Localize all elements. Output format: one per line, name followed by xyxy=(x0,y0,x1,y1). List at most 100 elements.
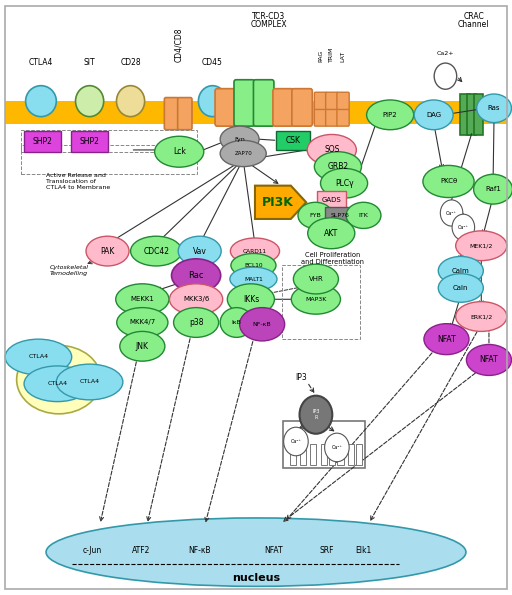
Text: nucleus: nucleus xyxy=(232,574,280,583)
Circle shape xyxy=(300,396,332,434)
Text: NF-κB: NF-κB xyxy=(188,546,211,556)
Text: p38: p38 xyxy=(189,318,203,327)
Text: CRAC: CRAC xyxy=(463,12,484,21)
FancyBboxPatch shape xyxy=(467,94,476,135)
Text: Ca²⁺: Ca²⁺ xyxy=(446,211,457,215)
Text: SOS: SOS xyxy=(324,145,339,155)
Text: SLP76: SLP76 xyxy=(331,213,349,218)
Text: ZAP70: ZAP70 xyxy=(234,151,252,156)
Text: MEKK1: MEKK1 xyxy=(131,296,154,302)
Ellipse shape xyxy=(456,302,507,331)
Ellipse shape xyxy=(423,165,474,198)
FancyBboxPatch shape xyxy=(337,444,344,465)
Text: CD4/CD8: CD4/CD8 xyxy=(174,28,183,62)
Ellipse shape xyxy=(231,253,276,277)
Text: Channel: Channel xyxy=(458,20,489,29)
FancyBboxPatch shape xyxy=(71,131,108,152)
Text: MAP3K: MAP3K xyxy=(305,297,327,302)
Text: CTLA4: CTLA4 xyxy=(47,381,68,386)
Text: JNK: JNK xyxy=(136,342,149,351)
Text: Ca2+: Ca2+ xyxy=(437,51,454,56)
Ellipse shape xyxy=(16,345,101,414)
Text: SIT: SIT xyxy=(84,58,95,67)
Ellipse shape xyxy=(169,284,223,315)
Text: Ras: Ras xyxy=(488,105,500,111)
Ellipse shape xyxy=(438,274,483,302)
FancyBboxPatch shape xyxy=(314,109,327,126)
Text: COMPLEX: COMPLEX xyxy=(250,20,287,29)
Ellipse shape xyxy=(346,202,381,228)
Ellipse shape xyxy=(155,136,204,167)
Text: IKKs: IKKs xyxy=(243,295,259,304)
Ellipse shape xyxy=(198,86,226,117)
Text: MKK3/6: MKK3/6 xyxy=(183,296,209,302)
Text: IP3: IP3 xyxy=(295,373,307,383)
Ellipse shape xyxy=(46,518,466,587)
Ellipse shape xyxy=(131,236,182,266)
Text: LAT: LAT xyxy=(340,51,346,62)
Circle shape xyxy=(440,200,463,226)
Circle shape xyxy=(452,214,475,240)
Ellipse shape xyxy=(456,231,507,261)
Circle shape xyxy=(284,427,308,456)
FancyBboxPatch shape xyxy=(292,89,312,126)
Text: NF-κB: NF-κB xyxy=(253,322,271,327)
FancyBboxPatch shape xyxy=(276,131,310,150)
FancyBboxPatch shape xyxy=(314,92,327,109)
Text: GADS: GADS xyxy=(322,197,342,203)
Ellipse shape xyxy=(220,308,253,337)
FancyBboxPatch shape xyxy=(460,94,470,135)
Ellipse shape xyxy=(56,364,123,400)
Ellipse shape xyxy=(116,284,169,315)
FancyBboxPatch shape xyxy=(283,421,365,468)
Text: CD45: CD45 xyxy=(202,58,223,67)
Text: CARD11: CARD11 xyxy=(243,249,267,253)
Text: PI3K: PI3K xyxy=(262,196,294,209)
FancyBboxPatch shape xyxy=(164,98,179,130)
FancyBboxPatch shape xyxy=(300,444,306,465)
Ellipse shape xyxy=(414,100,453,130)
Ellipse shape xyxy=(24,366,91,402)
Text: BCL10: BCL10 xyxy=(244,263,263,268)
FancyBboxPatch shape xyxy=(215,89,236,126)
Ellipse shape xyxy=(240,308,285,341)
Text: MKK4/7: MKK4/7 xyxy=(129,320,156,325)
FancyBboxPatch shape xyxy=(348,444,354,465)
Text: Vav: Vav xyxy=(193,246,207,256)
Text: CTLA4: CTLA4 xyxy=(28,355,49,359)
Text: Cytoskeletal
Temodelling: Cytoskeletal Temodelling xyxy=(50,265,89,276)
Ellipse shape xyxy=(220,126,259,152)
FancyBboxPatch shape xyxy=(234,80,254,126)
Bar xyxy=(5,101,507,124)
Text: Calm: Calm xyxy=(452,268,470,274)
FancyBboxPatch shape xyxy=(273,89,293,126)
Ellipse shape xyxy=(120,331,165,361)
FancyBboxPatch shape xyxy=(356,444,362,465)
Ellipse shape xyxy=(227,284,274,315)
Text: FYB: FYB xyxy=(310,213,321,218)
FancyBboxPatch shape xyxy=(329,444,335,465)
Ellipse shape xyxy=(307,134,356,165)
Ellipse shape xyxy=(76,86,103,117)
Text: ATF2: ATF2 xyxy=(132,546,150,556)
Text: CTLA4: CTLA4 xyxy=(79,380,100,384)
Ellipse shape xyxy=(438,256,483,285)
Ellipse shape xyxy=(367,100,414,130)
FancyBboxPatch shape xyxy=(178,98,192,130)
Text: TRIM: TRIM xyxy=(329,47,334,62)
Text: ERK1/2: ERK1/2 xyxy=(470,314,493,319)
Text: PAG: PAG xyxy=(318,50,323,62)
Ellipse shape xyxy=(172,259,221,292)
Ellipse shape xyxy=(424,324,469,355)
Text: Ca²⁺: Ca²⁺ xyxy=(290,439,302,444)
Text: CD28: CD28 xyxy=(120,58,141,67)
Text: Rac: Rac xyxy=(188,271,204,280)
Ellipse shape xyxy=(291,284,340,314)
Text: TCR-CD3: TCR-CD3 xyxy=(252,12,285,21)
Text: SRF: SRF xyxy=(319,546,334,556)
Ellipse shape xyxy=(293,264,338,294)
Text: c-Jun: c-Jun xyxy=(82,546,102,556)
Text: Elk1: Elk1 xyxy=(355,546,372,556)
Text: Cell Proliferation
and Differentiation: Cell Proliferation and Differentiation xyxy=(301,252,365,265)
Text: Caln: Caln xyxy=(453,285,468,291)
